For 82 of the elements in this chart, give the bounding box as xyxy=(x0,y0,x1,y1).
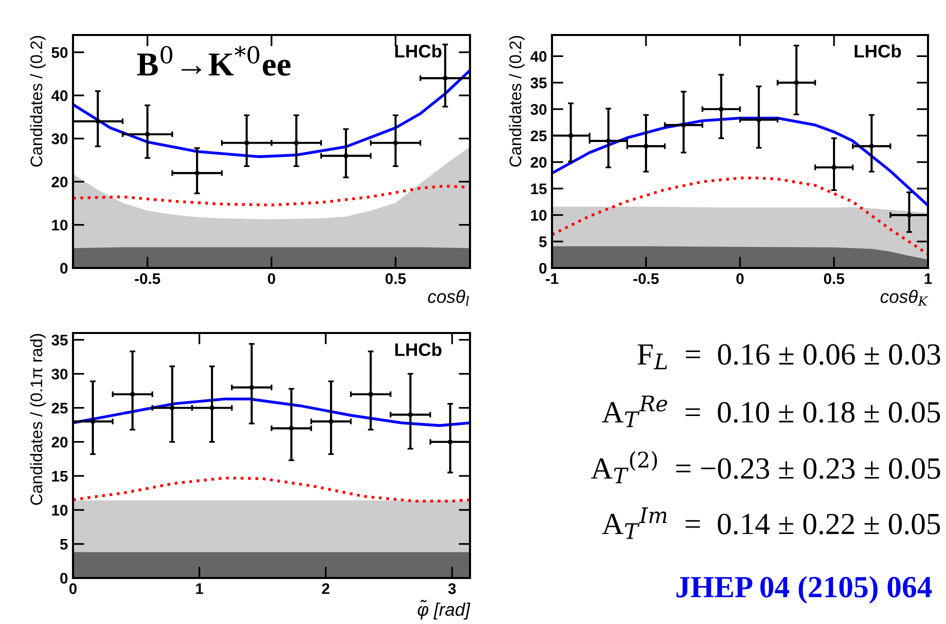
x-tick-label: 1 xyxy=(196,583,204,594)
text: F$_{L}$ = 0.16 ± 0.06 ± 0.03 xyxy=(638,344,940,370)
y-tick-label: 40 xyxy=(51,90,68,102)
annotation: LHCb xyxy=(854,44,901,58)
x-tick-label: -1 xyxy=(546,273,558,284)
y-tick-label: 0 xyxy=(60,262,68,274)
y-tick-label: 0 xyxy=(60,572,68,584)
point xyxy=(210,405,214,410)
point xyxy=(244,140,250,146)
x-tick-label: -0.5 xyxy=(633,273,659,284)
point xyxy=(906,212,912,218)
annotation: LHCb xyxy=(395,44,442,58)
x-tick-label: 1 xyxy=(924,273,932,284)
x-tick-label: 0.5 xyxy=(824,273,844,284)
y-tick-label: 50 xyxy=(52,47,68,58)
line-series xyxy=(73,398,470,427)
point xyxy=(344,153,348,158)
point xyxy=(408,412,413,418)
y-tick-label: 35 xyxy=(530,78,547,88)
y-axis-title: Candidates / (0.2) xyxy=(509,36,525,167)
annotation: B$^{0}$→K$^{*0}$ee xyxy=(137,46,290,76)
y-tick-label: 0 xyxy=(539,262,547,274)
y-tick-label: 20 xyxy=(52,436,68,448)
point xyxy=(393,140,398,146)
point xyxy=(294,140,299,146)
point xyxy=(288,426,294,431)
x-tick-label: 0 xyxy=(268,273,276,284)
y-tick-label: 15 xyxy=(531,184,547,194)
x-axis-title: cosθ$_{K}$ xyxy=(880,290,928,306)
y-tick-label: 20 xyxy=(52,176,68,188)
text: A$_{T}$$^{Im}$ = 0.14 ± 0.22 ± 0.05 xyxy=(602,507,940,539)
x-tick-label: 0 xyxy=(736,273,744,284)
point xyxy=(194,170,200,176)
point xyxy=(832,164,836,170)
y-tick-label: 5 xyxy=(60,538,68,550)
y-tick-label: 30 xyxy=(52,133,68,144)
line-series xyxy=(552,116,928,207)
y-axis-title: Candidates / (0.2) xyxy=(30,36,46,167)
y-tick-label: 10 xyxy=(52,220,68,231)
point xyxy=(145,132,150,137)
y-tick-label: 30 xyxy=(52,368,68,380)
y-tick-label: 10 xyxy=(531,210,547,221)
annotation: LHCb xyxy=(395,342,442,356)
point xyxy=(568,133,574,138)
point xyxy=(644,144,648,149)
point xyxy=(368,392,374,397)
point xyxy=(448,439,453,444)
point xyxy=(606,138,611,144)
x-tick-label: 0.5 xyxy=(386,273,406,284)
point xyxy=(328,419,334,424)
y-tick-label: 35 xyxy=(52,334,68,346)
text: JHEP 04 (2105) 064 xyxy=(676,576,932,604)
line-series xyxy=(552,176,928,256)
x-axis-title: cosθ$_{l}$ xyxy=(428,290,469,306)
point xyxy=(90,419,96,424)
point xyxy=(718,106,724,112)
x-tick-label: 0 xyxy=(69,583,77,594)
x-tick-label: 2 xyxy=(322,583,330,594)
point xyxy=(869,144,874,149)
x-tick-label: -0.5 xyxy=(134,273,160,284)
point xyxy=(170,405,175,410)
y-tick-label: 15 xyxy=(52,470,68,482)
point xyxy=(130,392,135,397)
point xyxy=(756,117,762,122)
point xyxy=(794,80,799,86)
x-tick-label: 3 xyxy=(448,583,456,594)
line-series xyxy=(73,476,470,502)
point xyxy=(681,122,686,128)
text: A$_{T}$$^{(2)}$ = −0.23 ± 0.23 ± 0.05 xyxy=(590,451,940,484)
y-tick-label: 30 xyxy=(530,104,547,115)
point xyxy=(442,76,448,81)
y-tick-label: 25 xyxy=(530,130,547,142)
y-tick-label: 5 xyxy=(539,236,547,248)
y-tick-label: 40 xyxy=(530,51,547,62)
y-tick-label: 25 xyxy=(52,402,68,414)
y-axis-title: Candidates / (0.1π rad) xyxy=(30,334,46,505)
point xyxy=(249,385,254,390)
y-tick-label: 10 xyxy=(52,504,68,516)
x-axis-title: φ̃ [rad] xyxy=(418,600,470,620)
text: A$_{T}$$^{Re}$ = 0.10 ± 0.18 ± 0.05 xyxy=(602,396,940,428)
y-tick-label: 20 xyxy=(530,156,547,168)
point xyxy=(95,118,100,124)
